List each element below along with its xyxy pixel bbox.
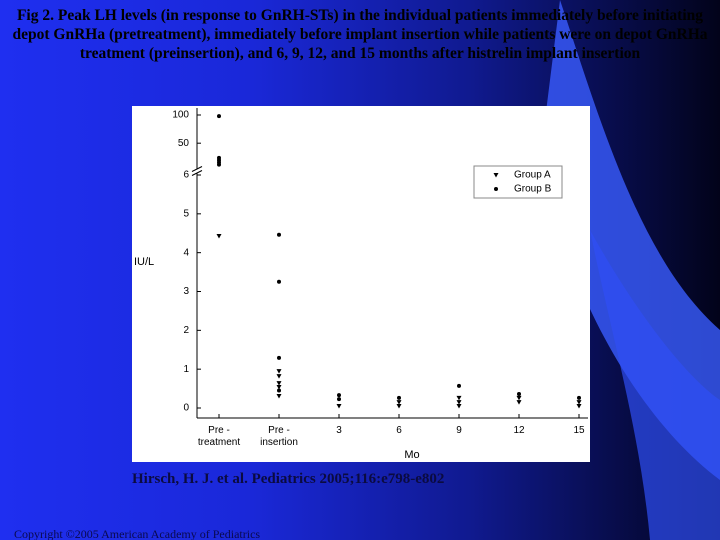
circle-marker [217,162,221,167]
chart-panel [132,106,590,462]
y-tick-label: 1 [183,364,189,375]
axis-break-mark [191,166,203,172]
y-axis-label: IU/L [134,256,154,268]
triangle-marker [516,400,522,405]
y-tick-label: 5 [183,208,189,219]
triangle-marker [216,233,222,239]
circle-marker [517,392,521,397]
circle-marker [277,232,281,237]
triangle-marker [396,400,402,405]
circle-marker [277,388,281,393]
y-tick-label: 3 [183,286,189,297]
x-axis-label: Mo [404,449,419,461]
triangle-marker [276,369,282,374]
circle-marker [277,279,281,284]
triangle-marker [576,400,582,405]
legend-box [473,165,563,199]
triangle-marker [456,400,462,405]
x-tick-label: 12 [513,425,525,436]
triangle-marker [276,385,282,390]
legend-label: Group A [514,170,551,181]
triangle-marker [276,393,282,399]
y-tick-label: 2 [183,325,189,336]
circle-marker [337,393,341,398]
x-tick-label: Pre - treatment [197,425,241,448]
x-tick-label: 15 [573,425,585,436]
slide-title: Fig 2. Peak LH levels (in response to Gn… [12,7,708,62]
axis-break [192,169,202,174]
y-tick-label: 100 [172,110,189,121]
y-tick-label: 4 [183,247,189,258]
circle-marker [397,395,401,400]
triangle-marker [456,395,462,401]
circle-marker [494,187,498,191]
x-tick-label: 9 [456,425,462,436]
axis-break-mark [191,170,203,176]
circle-marker [337,397,341,402]
circle-marker [217,114,221,119]
copyright: Copyright ©2005 American Academy of Pedi… [14,527,261,540]
triangle-marker [456,404,462,409]
triangle-marker [576,404,582,409]
citation: Hirsch, H. J. et al. Pediatrics 2005;116… [132,471,445,487]
y-tick-label: 50 [178,138,190,149]
circle-marker [277,355,281,360]
y-tick-label: 0 [183,403,189,414]
y-tick-label: 6 [183,170,189,181]
circle-marker [457,383,461,388]
triangle-marker [276,381,282,386]
x-tick-label: 3 [336,425,342,436]
triangle-marker [396,404,402,409]
triangle-marker [336,404,342,409]
legend-label: Group B [514,184,552,195]
triangle-marker [276,374,282,379]
x-tick-label: 6 [396,425,402,436]
x-tick-label: Pre - insertion [260,425,298,448]
triangle-marker [493,173,499,178]
triangle-marker [516,395,522,401]
circle-marker [577,395,581,400]
